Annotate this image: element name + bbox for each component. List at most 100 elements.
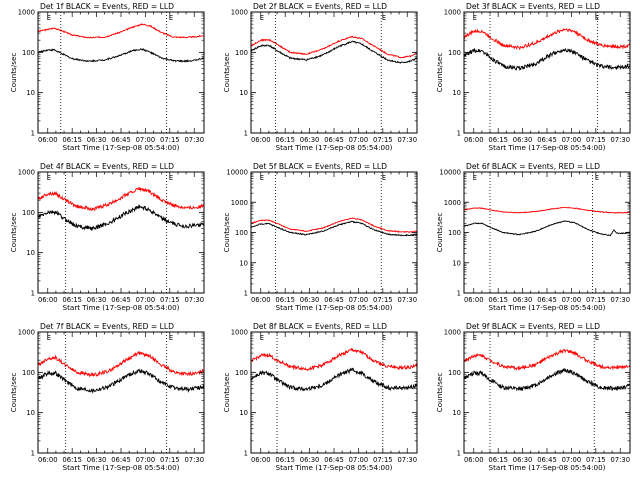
event-marker-label: E (169, 14, 173, 22)
series-line-lld (463, 348, 631, 371)
series-line-lld (37, 186, 205, 212)
y-axis-label: Counts/sec (9, 373, 18, 413)
y-tick-label: 1000 (444, 199, 461, 207)
y-axis-label: Counts/sec (222, 53, 231, 93)
x-tick-label: 06:00 (38, 456, 58, 464)
series-line-events (463, 367, 631, 392)
x-tick-label: 06:15 (275, 456, 295, 464)
y-tick-label: 100 (448, 369, 461, 377)
series-line-events (37, 204, 205, 231)
event-marker-label: E (169, 174, 173, 182)
x-axis-label: Start Time (17-Sep-08 05:54:00) (276, 303, 393, 312)
x-tick-label: 06:30 (513, 136, 533, 144)
x-tick-label: 06:45 (537, 136, 557, 144)
y-axis-label: Counts/sec (9, 53, 18, 93)
x-tick-label: 06:15 (62, 296, 82, 304)
x-tick-label: 06:00 (464, 296, 484, 304)
x-tick-label: 07:15 (160, 136, 180, 144)
x-tick-label: 06:00 (251, 296, 271, 304)
event-marker-label: E (260, 334, 264, 342)
x-tick-label: 06:15 (488, 456, 508, 464)
x-tick-label: 07:00 (562, 136, 582, 144)
event-marker-label: E (47, 14, 51, 22)
series-line-events (37, 47, 205, 63)
x-tick-label: 07:30 (610, 136, 630, 144)
y-axis-label: Counts/sec (9, 213, 18, 253)
y-axis-label: Counts/sec (435, 213, 444, 253)
series-line-events (464, 220, 631, 237)
x-tick-label: 07:15 (160, 296, 180, 304)
x-tick-label: 06:00 (464, 136, 484, 144)
y-tick-label: 1000 (18, 9, 35, 17)
chart-panel-6: Det 6f BLACK = Events, RED = LLD E E 1 10 100… (435, 162, 631, 312)
chart-panel-4: Det 4f BLACK = Events, RED = LLD E E 1 10 100… (9, 162, 205, 312)
chart-panel-2: Det 2f BLACK = Events, RED = LLD E E 1 10 100… (222, 2, 418, 152)
x-tick-label: 06:30 (87, 296, 107, 304)
x-tick-label: 06:00 (38, 136, 58, 144)
x-tick-label: 07:15 (586, 456, 606, 464)
x-tick-label: 07:30 (184, 296, 204, 304)
x-tick-label: 07:00 (136, 296, 156, 304)
plot-frame (250, 171, 418, 294)
y-tick-label: 1 (244, 290, 248, 298)
plot-frame (463, 171, 631, 294)
x-tick-label: 07:00 (562, 456, 582, 464)
x-tick-label: 06:45 (324, 456, 344, 464)
x-tick-label: 07:00 (349, 136, 369, 144)
y-tick-label: 1000 (231, 329, 248, 337)
x-tick-label: 06:00 (251, 456, 271, 464)
y-tick-label: 10 (452, 409, 461, 417)
y-tick-label: 10 (26, 89, 35, 97)
chart-panel-5: Det 5f BLACK = Events, RED = LLD E E 1 10 100… (222, 162, 418, 312)
series-line-lld (250, 217, 418, 234)
y-tick-label: 10 (26, 249, 35, 257)
x-tick-label: 07:15 (373, 136, 393, 144)
panel-title: Det 7f BLACK = Events, RED = LLD (40, 322, 174, 331)
x-tick-label: 06:15 (275, 296, 295, 304)
x-tick-label: 06:45 (324, 296, 344, 304)
x-tick-label: 06:30 (87, 136, 107, 144)
x-tick-label: 07:15 (373, 296, 393, 304)
series-line-lld (37, 23, 205, 39)
x-tick-label: 07:30 (184, 456, 204, 464)
x-tick-label: 06:45 (111, 296, 131, 304)
y-axis-label: Counts/sec (435, 53, 444, 93)
y-tick-label: 1000 (231, 9, 248, 17)
x-tick-label: 06:00 (251, 136, 271, 144)
x-tick-label: 06:30 (300, 456, 320, 464)
event-marker-label: E (473, 14, 477, 22)
y-tick-label: 1 (31, 450, 35, 458)
plot-frame (37, 171, 205, 294)
x-tick-label: 07:30 (397, 136, 417, 144)
panel-title: Det 9f BLACK = Events, RED = LLD (466, 322, 600, 331)
x-tick-label: 07:00 (136, 136, 156, 144)
y-axis-label: Counts/sec (435, 373, 444, 413)
x-axis-label: Start Time (17-Sep-08 05:54:00) (489, 463, 606, 472)
event-marker-label: E (473, 174, 477, 182)
event-marker-label: E (382, 174, 386, 182)
y-tick-label: 1 (31, 130, 35, 138)
event-marker-label: E (47, 174, 51, 182)
x-tick-label: 06:30 (300, 296, 320, 304)
panel-title: Det 1f BLACK = Events, RED = LLD (40, 2, 174, 11)
chart-panel-1: Det 1f BLACK = Events, RED = LLD E E 1 10 100… (9, 2, 205, 152)
x-tick-label: 07:30 (184, 136, 204, 144)
x-tick-label: 06:45 (537, 456, 557, 464)
y-axis-label: Counts/sec (222, 213, 231, 253)
series-line-events (250, 220, 418, 237)
y-tick-label: 1 (244, 130, 248, 138)
series-line-lld (250, 35, 418, 59)
y-tick-label: 1000 (18, 329, 35, 337)
x-tick-label: 07:15 (586, 136, 606, 144)
chart-panel-8: Det 8f BLACK = Events, RED = LLD E E 1 10 100… (222, 322, 418, 472)
chart-panel-3: Det 3f BLACK = Events, RED = LLD E E 1 10 100… (435, 2, 631, 152)
x-tick-label: 07:00 (136, 456, 156, 464)
x-tick-label: 06:30 (513, 456, 533, 464)
y-tick-label: 10 (26, 409, 35, 417)
y-tick-label: 100 (448, 49, 461, 57)
y-tick-label: 100 (235, 49, 248, 57)
x-tick-label: 07:00 (349, 296, 369, 304)
series-line-lld (463, 28, 631, 51)
series-line-events (250, 367, 418, 392)
